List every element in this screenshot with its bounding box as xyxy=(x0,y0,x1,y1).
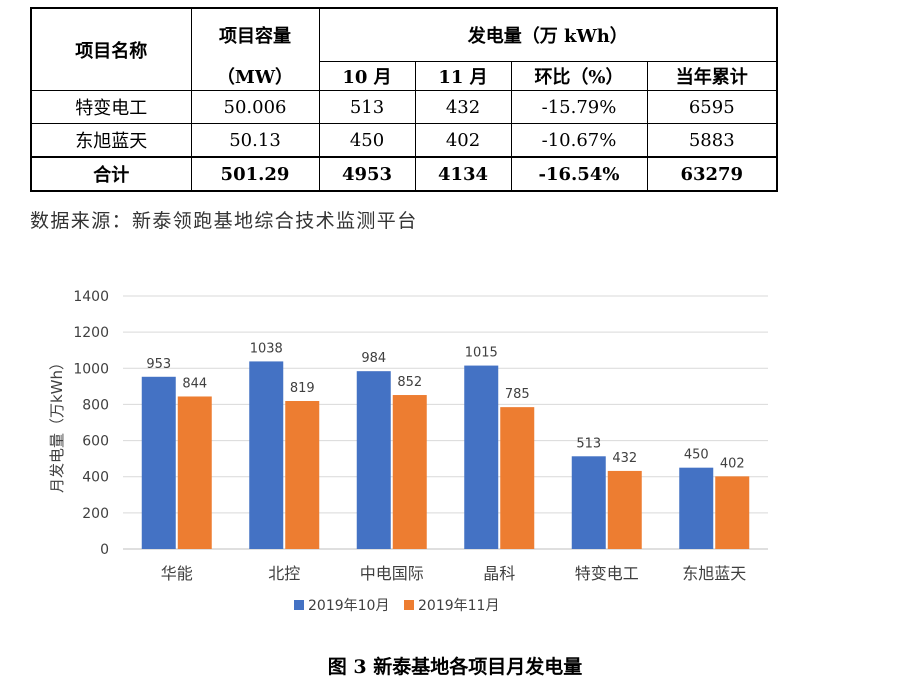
bar xyxy=(715,476,750,549)
header-project-name: 项目名称 xyxy=(30,7,192,91)
x-tick-label: 中电国际 xyxy=(360,564,424,583)
data-label: 402 xyxy=(720,456,745,471)
data-label: 1015 xyxy=(465,346,498,361)
cell-capacity: 50.13 xyxy=(190,123,320,158)
cell-mom: -15.79% xyxy=(510,90,648,124)
data-label: 785 xyxy=(505,387,530,402)
legend: 2019年10月 2019年11月 xyxy=(294,598,499,614)
gridlines xyxy=(123,295,768,550)
y-tick-label: 0 xyxy=(100,542,109,558)
y-tick-label: 400 xyxy=(82,470,109,486)
legend-label-oct: 2019年10月 xyxy=(308,598,389,614)
bars xyxy=(141,361,750,549)
legend-label-nov: 2019年11月 xyxy=(418,598,499,614)
generation-table: 项目名称 项目容量 发电量（万 kWh） （MW） 10 月 11 月 环比（%… xyxy=(30,7,779,192)
y-tick-label: 200 xyxy=(82,506,109,522)
total-capacity: 501.29 xyxy=(190,156,320,192)
table-row: 特变电工 50.006 513 432 -15.79% 6595 xyxy=(30,90,779,124)
cell-ytd: 6595 xyxy=(646,90,779,124)
x-tick-label: 东旭蓝天 xyxy=(682,564,746,583)
data-label: 852 xyxy=(397,375,422,390)
x-axis-ticks: 华能 北控 中电国际 晶科 特变电工 东旭蓝天 xyxy=(161,564,747,583)
y-axis-title: 月发电量（万kWh） xyxy=(48,355,66,493)
bar xyxy=(285,400,320,549)
cell-nov: 402 xyxy=(414,123,512,158)
data-label: 450 xyxy=(684,448,709,463)
total-ytd: 63279 xyxy=(646,156,779,192)
bar xyxy=(356,371,391,549)
header-oct: 10 月 xyxy=(318,61,416,91)
legend-swatch-oct xyxy=(294,600,304,610)
bar xyxy=(607,470,642,549)
bar xyxy=(249,361,284,549)
source-note: 数据来源：新泰领跑基地综合技术监测平台 xyxy=(30,210,418,232)
cell-oct: 450 xyxy=(318,123,416,158)
bar xyxy=(141,376,176,549)
header-generation: 发电量（万 kWh） xyxy=(318,7,779,62)
cell-ytd: 5883 xyxy=(646,123,779,158)
x-tick-label: 华能 xyxy=(161,564,193,583)
y-axis-ticks: 0 200 400 600 800 1000 1200 1400 xyxy=(73,289,109,558)
header-nov: 11 月 xyxy=(414,61,512,91)
cell-oct: 513 xyxy=(318,90,416,124)
data-labels: 953 844 1038 819 984 852 1015 785 513 432 450 402 xyxy=(146,341,744,471)
data-label: 1038 xyxy=(250,341,283,356)
data-label: 984 xyxy=(361,351,386,366)
x-tick-label: 北控 xyxy=(268,564,300,583)
header-capacity: 项目容量 xyxy=(190,7,320,62)
x-tick-label: 晶科 xyxy=(483,564,515,583)
table-row: 东旭蓝天 50.13 450 402 -10.67% 5883 xyxy=(30,123,779,158)
cell-mom: -10.67% xyxy=(510,123,648,158)
y-tick-label: 1200 xyxy=(73,325,109,341)
figure-caption: 图 3 新泰基地各项目月发电量 xyxy=(327,656,583,678)
data-label: 953 xyxy=(146,357,171,372)
y-tick-label: 600 xyxy=(82,434,109,450)
y-tick-label: 800 xyxy=(82,397,109,413)
cell-name: 东旭蓝天 xyxy=(30,123,192,158)
legend-swatch-nov xyxy=(404,600,414,610)
header-mom: 环比（%） xyxy=(510,61,648,91)
bar xyxy=(500,407,535,549)
y-tick-label: 1000 xyxy=(73,361,109,377)
table-total-row: 合计 501.29 4953 4134 -16.54% 63279 xyxy=(30,156,779,192)
y-tick-label: 1400 xyxy=(73,289,109,305)
bar xyxy=(571,456,606,549)
total-nov: 4134 xyxy=(414,156,512,192)
total-mom: -16.54% xyxy=(510,156,648,192)
data-label: 432 xyxy=(612,451,637,466)
x-tick-label: 特变电工 xyxy=(575,564,639,583)
cell-name: 特变电工 xyxy=(30,90,192,124)
total-name: 合计 xyxy=(30,156,192,192)
bar xyxy=(679,467,714,549)
bar xyxy=(464,365,499,549)
bar xyxy=(392,395,427,549)
cell-nov: 432 xyxy=(414,90,512,124)
data-label: 819 xyxy=(290,381,315,396)
total-oct: 4953 xyxy=(318,156,416,192)
header-capacity-unit: （MW） xyxy=(190,61,320,91)
cell-capacity: 50.006 xyxy=(190,90,320,124)
data-label: 844 xyxy=(182,376,207,391)
header-ytd: 当年累计 xyxy=(646,61,779,91)
bar xyxy=(177,396,212,549)
data-label: 513 xyxy=(576,436,601,451)
